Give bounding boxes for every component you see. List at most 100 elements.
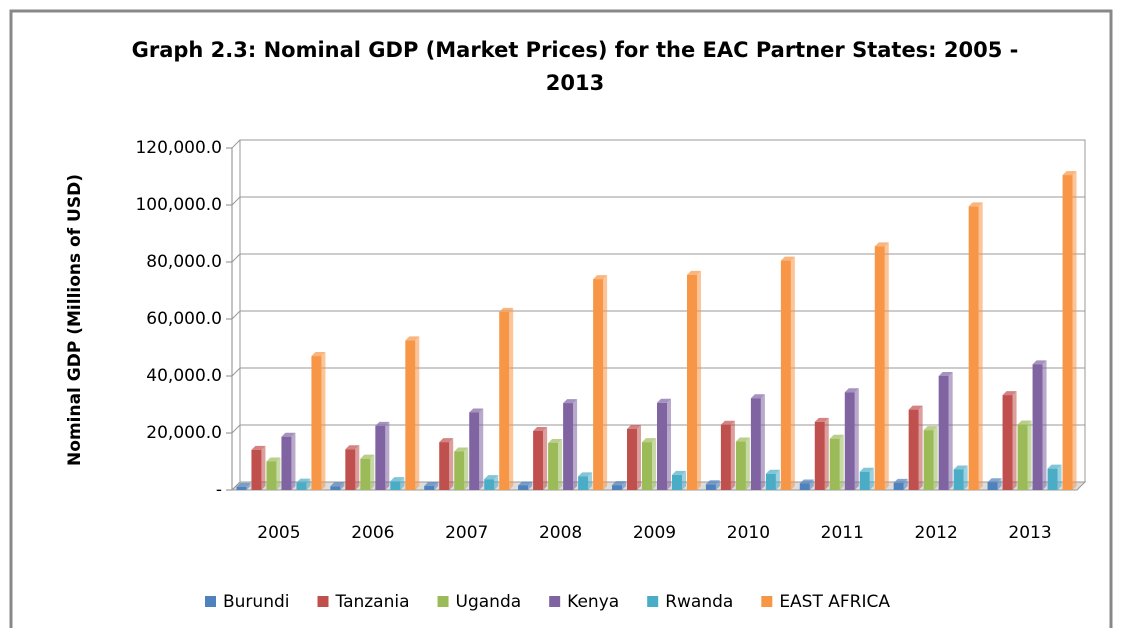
y-tick-label: 20,000.0 bbox=[146, 423, 222, 443]
bar-top bbox=[251, 445, 266, 450]
bar-side bbox=[869, 467, 874, 490]
bar bbox=[720, 424, 731, 490]
bar bbox=[499, 311, 510, 490]
bar bbox=[672, 474, 682, 490]
bar-side bbox=[918, 405, 923, 490]
bar-top bbox=[814, 417, 829, 422]
bar bbox=[750, 398, 761, 490]
bar-side bbox=[385, 421, 390, 490]
bar-side bbox=[667, 398, 671, 490]
x-tick-label: 2013 bbox=[1008, 523, 1051, 543]
bar-side bbox=[588, 472, 593, 490]
chart-title: 2013 bbox=[546, 71, 604, 95]
y-tick-label: 40,000.0 bbox=[146, 366, 222, 386]
bar-side bbox=[415, 336, 420, 490]
bar-side bbox=[903, 478, 908, 490]
bar-side bbox=[449, 438, 454, 490]
bar bbox=[987, 482, 998, 490]
bar-side bbox=[824, 417, 829, 490]
chart-title: Graph 2.3: Nominal GDP (Market Prices) f… bbox=[132, 38, 1019, 62]
bar-top bbox=[578, 472, 593, 477]
x-tick-label: 2005 bbox=[257, 523, 300, 543]
bar-side bbox=[464, 447, 469, 490]
bar-top bbox=[424, 482, 439, 487]
legend-swatch bbox=[647, 596, 659, 607]
bar-side bbox=[528, 481, 533, 490]
bar-side bbox=[760, 394, 765, 490]
legend-label: Rwanda bbox=[665, 592, 733, 612]
x-tick-label: 2010 bbox=[727, 523, 770, 543]
bar-side bbox=[884, 242, 889, 490]
legend-label: Uganda bbox=[456, 592, 522, 612]
bar-top bbox=[390, 477, 405, 482]
bar-top bbox=[672, 470, 686, 475]
bar bbox=[893, 482, 904, 490]
grid-line bbox=[231, 310, 1085, 320]
bar-top bbox=[642, 438, 656, 443]
bar-top bbox=[484, 475, 499, 480]
bar-side bbox=[622, 481, 626, 490]
bar-side bbox=[400, 477, 405, 490]
legend-swatch bbox=[437, 596, 449, 607]
bar-top bbox=[720, 420, 735, 425]
bar bbox=[780, 260, 791, 490]
bar-top bbox=[735, 437, 750, 442]
bar-side bbox=[809, 479, 814, 490]
bar bbox=[548, 442, 559, 490]
bar-side bbox=[434, 482, 439, 490]
bar-side bbox=[1072, 171, 1077, 490]
bar bbox=[1032, 364, 1043, 490]
bar bbox=[687, 274, 697, 490]
bar-side bbox=[715, 480, 720, 490]
bar-top bbox=[987, 478, 1002, 483]
bar-side bbox=[276, 457, 281, 490]
bar bbox=[705, 484, 716, 490]
bar-side bbox=[682, 470, 686, 490]
bar-side bbox=[1042, 360, 1047, 490]
bar-top bbox=[375, 421, 390, 426]
bar bbox=[251, 449, 262, 490]
bar bbox=[578, 476, 589, 490]
bar-side bbox=[790, 256, 795, 490]
bar-top bbox=[548, 438, 563, 443]
bar bbox=[405, 340, 416, 490]
bar bbox=[627, 429, 637, 490]
bar-side bbox=[479, 408, 484, 490]
bar bbox=[844, 392, 855, 490]
bar-top bbox=[874, 242, 889, 247]
bar bbox=[390, 481, 401, 490]
bar-top bbox=[330, 482, 345, 487]
bar-top bbox=[563, 399, 578, 404]
bar bbox=[799, 483, 810, 490]
bar-top bbox=[1047, 464, 1062, 469]
bar-side bbox=[933, 426, 938, 490]
bar-top bbox=[1017, 420, 1032, 425]
bar bbox=[814, 421, 825, 490]
bar bbox=[311, 356, 322, 490]
bar bbox=[1002, 395, 1013, 490]
bar-side bbox=[697, 270, 701, 490]
y-tick-label: 100,000.0 bbox=[135, 195, 222, 215]
bar bbox=[296, 482, 307, 490]
bar bbox=[953, 469, 964, 490]
x-tick-label: 2006 bbox=[351, 523, 394, 543]
bar-top bbox=[612, 481, 626, 486]
x-tick-label: 2007 bbox=[445, 523, 488, 543]
bar-top bbox=[799, 479, 814, 484]
bar-top bbox=[1062, 171, 1077, 176]
x-tick-label: 2011 bbox=[821, 523, 864, 543]
bar-top bbox=[1032, 360, 1047, 365]
bar bbox=[874, 246, 885, 490]
grid-line bbox=[231, 139, 1085, 149]
bar bbox=[829, 438, 840, 490]
bar-side bbox=[948, 372, 953, 490]
bar-side bbox=[370, 454, 375, 490]
legend-swatch bbox=[205, 596, 216, 607]
bar bbox=[612, 485, 622, 490]
bar-top bbox=[844, 388, 859, 393]
y-tick-label: - bbox=[216, 480, 222, 500]
bar-top bbox=[829, 434, 844, 439]
legend-label: EAST AFRICA bbox=[779, 592, 890, 612]
bar bbox=[1062, 175, 1073, 490]
